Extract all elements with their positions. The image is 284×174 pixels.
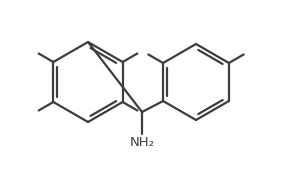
Text: NH₂: NH₂	[130, 136, 154, 149]
